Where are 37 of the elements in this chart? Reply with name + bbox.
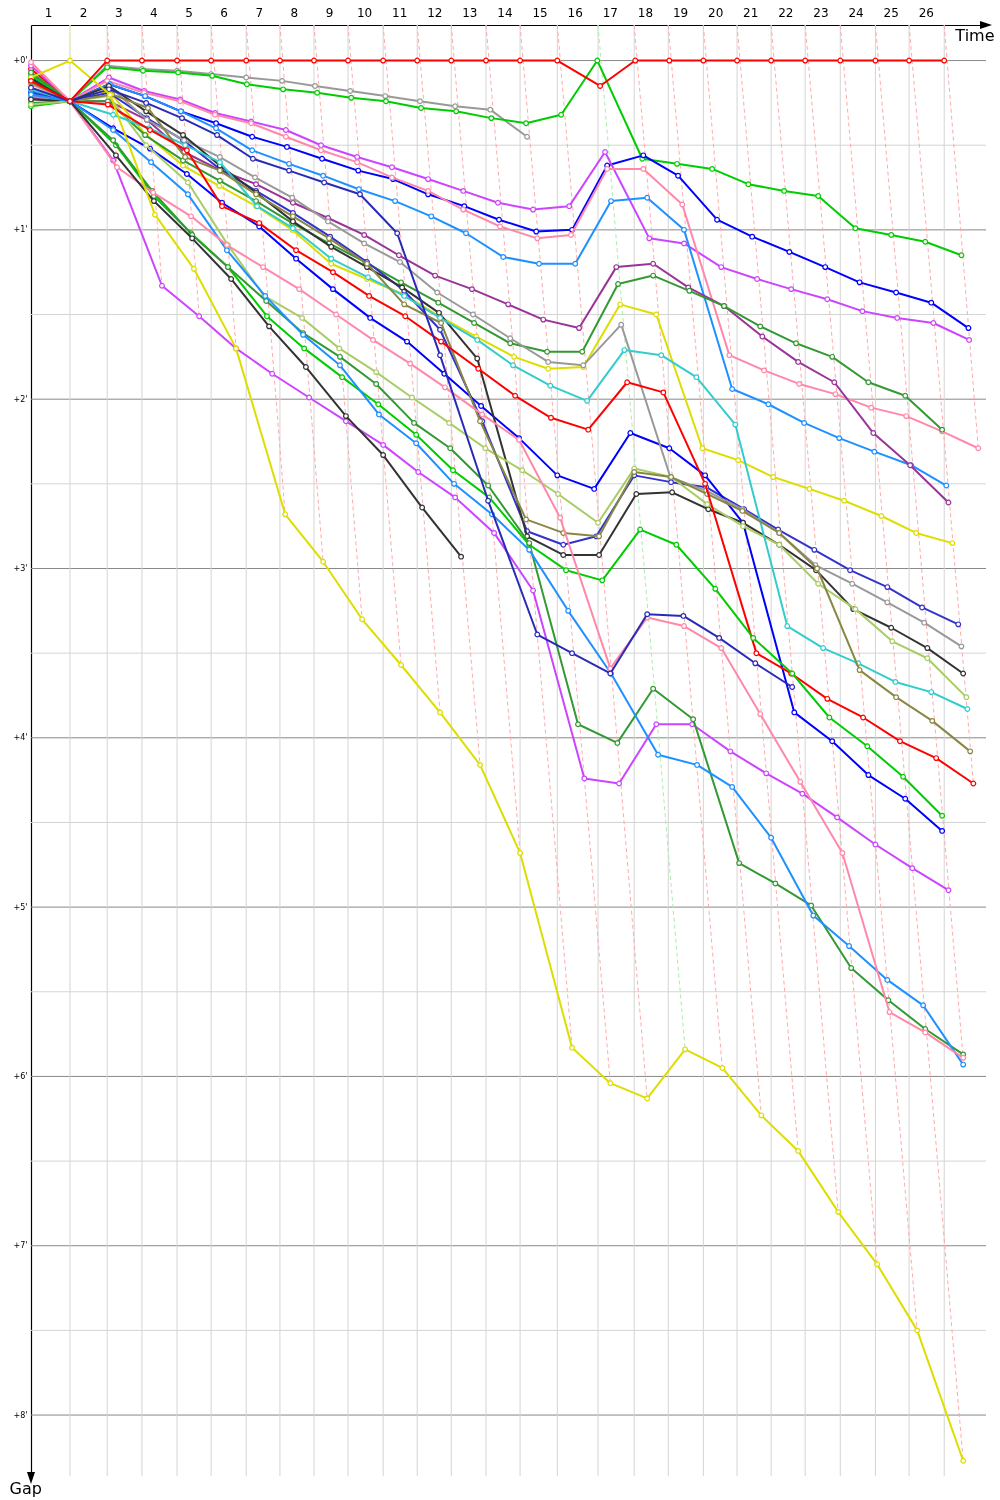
x-tick-label: 3: [114, 6, 123, 20]
x-tick-label: 10: [356, 6, 373, 20]
y-tick-label: +0': [13, 56, 28, 66]
x-tick-label: 16: [567, 6, 583, 20]
x-tick-label: 22: [778, 6, 794, 20]
y-tick-label: +2': [13, 394, 28, 404]
x-tick-label: 25: [883, 6, 899, 20]
x-tick-label: 15: [532, 6, 548, 20]
y-tick-label: +4': [13, 733, 28, 743]
x-tick-label: 9: [325, 6, 334, 20]
x-tick-label: 26: [918, 6, 934, 20]
x-tick-label: 24: [848, 6, 864, 20]
y-tick-label: +3': [13, 563, 28, 573]
x-tick-label: 4: [150, 6, 158, 20]
x-tick-label: 2: [79, 6, 88, 20]
y-tick-label: +6': [13, 1071, 28, 1081]
x-tick-label: 14: [497, 6, 513, 20]
y-tick-label: +5': [13, 902, 28, 912]
x-tick-label: 12: [427, 6, 443, 20]
y-tick-label: +7': [13, 1241, 28, 1251]
x-tick-label: 19: [672, 6, 689, 20]
x-tick-label: 17: [602, 6, 618, 20]
x-tick-label: 8: [290, 6, 299, 20]
x-tick-label: 7: [255, 6, 264, 20]
y-tick-label: +8': [13, 1410, 28, 1420]
y-tick-label: +1': [13, 225, 28, 235]
x-tick-label: 21: [743, 6, 759, 20]
y-axis-title: Gap: [9, 1478, 42, 1498]
x-axis-title: Time: [954, 25, 995, 45]
x-tick-label: 11: [392, 6, 408, 20]
x-tick-label: 20: [708, 6, 724, 20]
x-tick-label: 13: [462, 6, 478, 20]
x-tick-label: 6: [220, 6, 228, 20]
x-tick-label: 18: [637, 6, 654, 20]
x-tick-label: 5: [185, 6, 193, 20]
x-tick-label: 23: [813, 6, 829, 20]
x-tick-label: 1: [44, 6, 53, 20]
